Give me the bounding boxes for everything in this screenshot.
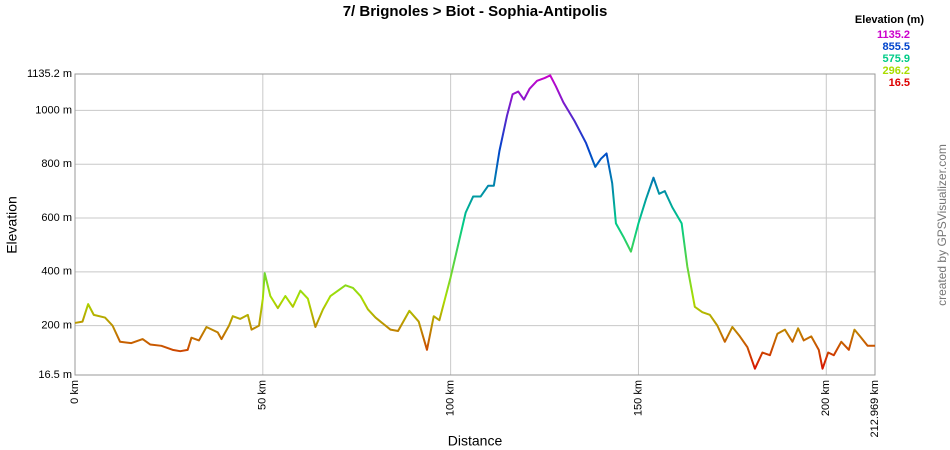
legend-value: 16.5 — [889, 77, 910, 89]
plot-border — [74, 73, 876, 376]
x-tick-label: 212.969 km — [869, 380, 881, 437]
y-axis-label: Elevation — [4, 196, 20, 254]
y-tick-label: 800 m — [41, 158, 72, 170]
x-tick-label: 100 km — [445, 380, 457, 416]
legend-value: 855.5 — [882, 41, 910, 53]
x-tick-label: 150 km — [632, 380, 644, 416]
chart-title: 7/ Brignoles > Biot - Sophia-Antipolis — [343, 3, 608, 20]
y-tick-label: 200 m — [41, 320, 72, 332]
x-axis-label: Distance — [448, 433, 503, 449]
credit: created by GPSVisualizer.com — [935, 144, 949, 306]
y-tick-label: 1135.2 m — [27, 68, 72, 80]
x-tick-label: 0 km — [69, 380, 81, 404]
x-tick-label: 200 km — [820, 380, 832, 416]
legend-title: Elevation (m) — [855, 14, 924, 26]
y-tick-label: 16.5 m — [38, 369, 72, 381]
legend-value: 575.9 — [882, 53, 910, 65]
y-tick-label: 600 m — [41, 212, 72, 224]
y-tick-label: 400 m — [41, 266, 72, 278]
y-tick-label: 1000 m — [35, 104, 72, 116]
legend-value: 296.2 — [882, 65, 910, 77]
x-tick-label: 50 km — [257, 380, 269, 410]
elevation-line — [74, 74, 875, 370]
legend-value: 1135.2 — [877, 29, 910, 41]
